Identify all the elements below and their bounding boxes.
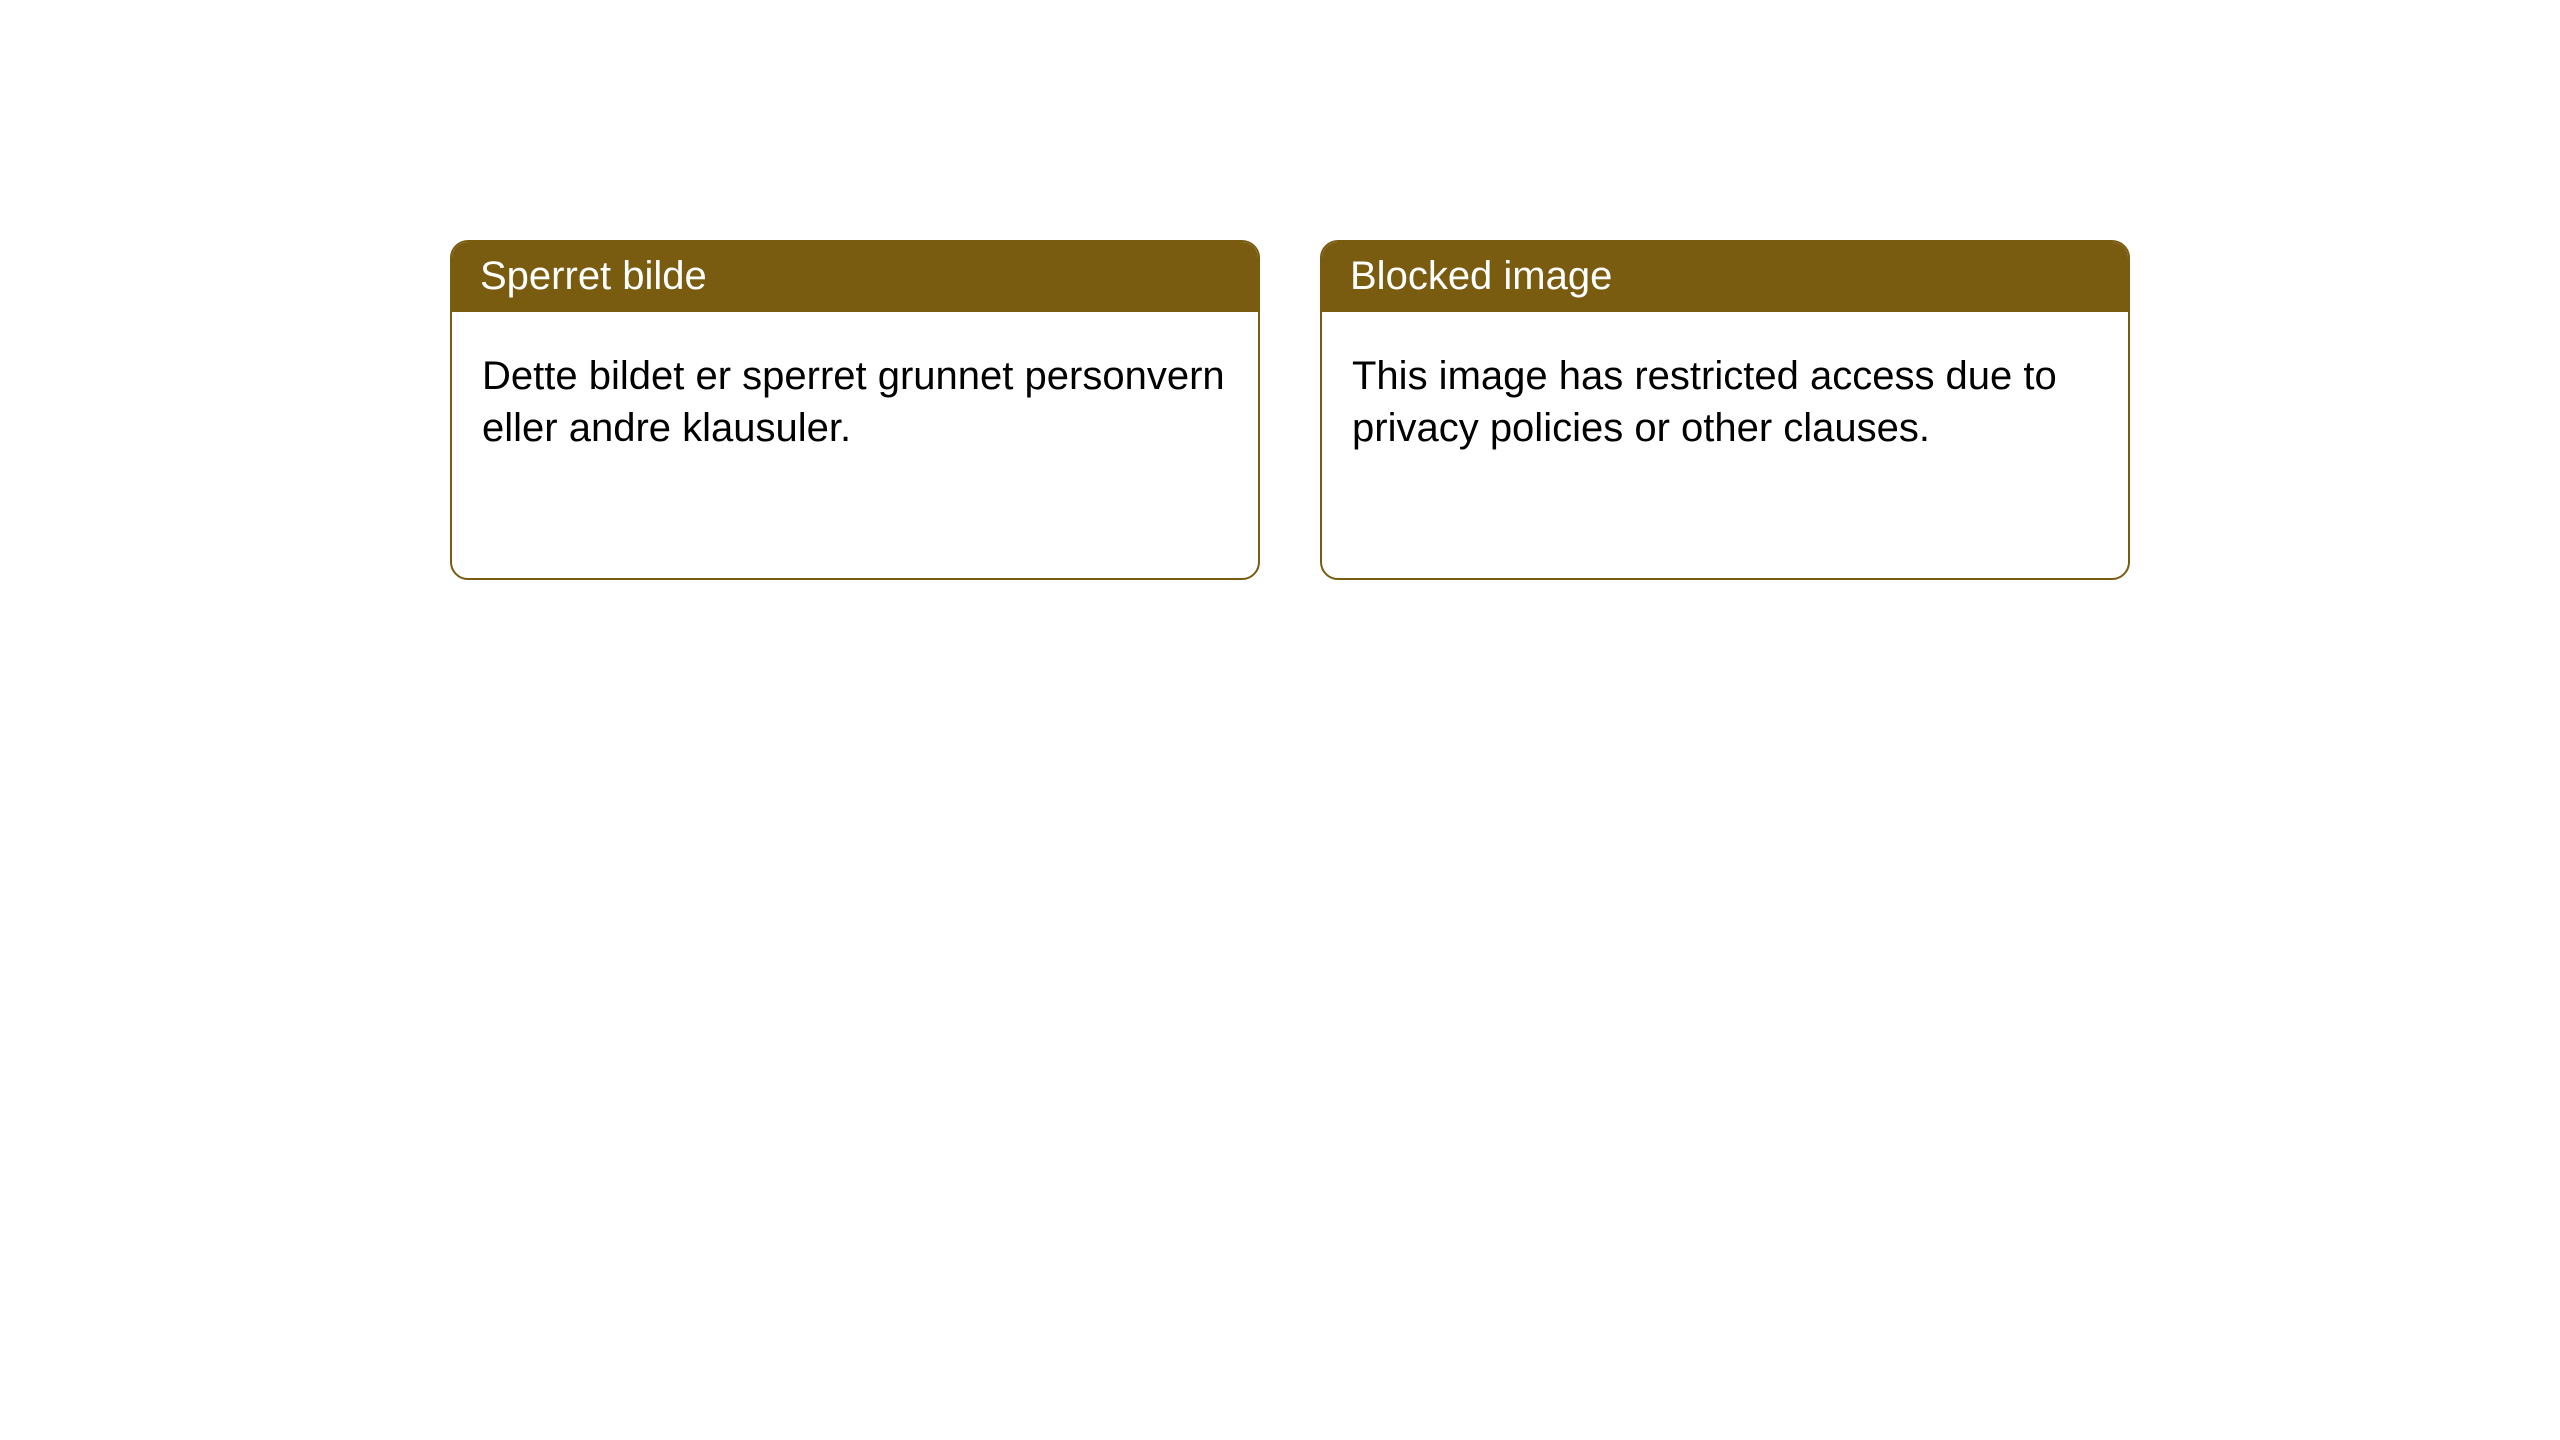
card-header: Sperret bilde [452,242,1258,312]
notice-card-english: Blocked image This image has restricted … [1320,240,2130,580]
card-body-text: This image has restricted access due to … [1352,354,2057,450]
notice-container: Sperret bilde Dette bildet er sperret gr… [0,0,2560,580]
card-body-text: Dette bildet er sperret grunnet personve… [482,354,1225,450]
card-body: Dette bildet er sperret grunnet personve… [452,312,1258,484]
card-body: This image has restricted access due to … [1322,312,2128,484]
card-header: Blocked image [1322,242,2128,312]
card-title: Blocked image [1350,254,1612,298]
notice-card-norwegian: Sperret bilde Dette bildet er sperret gr… [450,240,1260,580]
card-title: Sperret bilde [480,254,707,298]
